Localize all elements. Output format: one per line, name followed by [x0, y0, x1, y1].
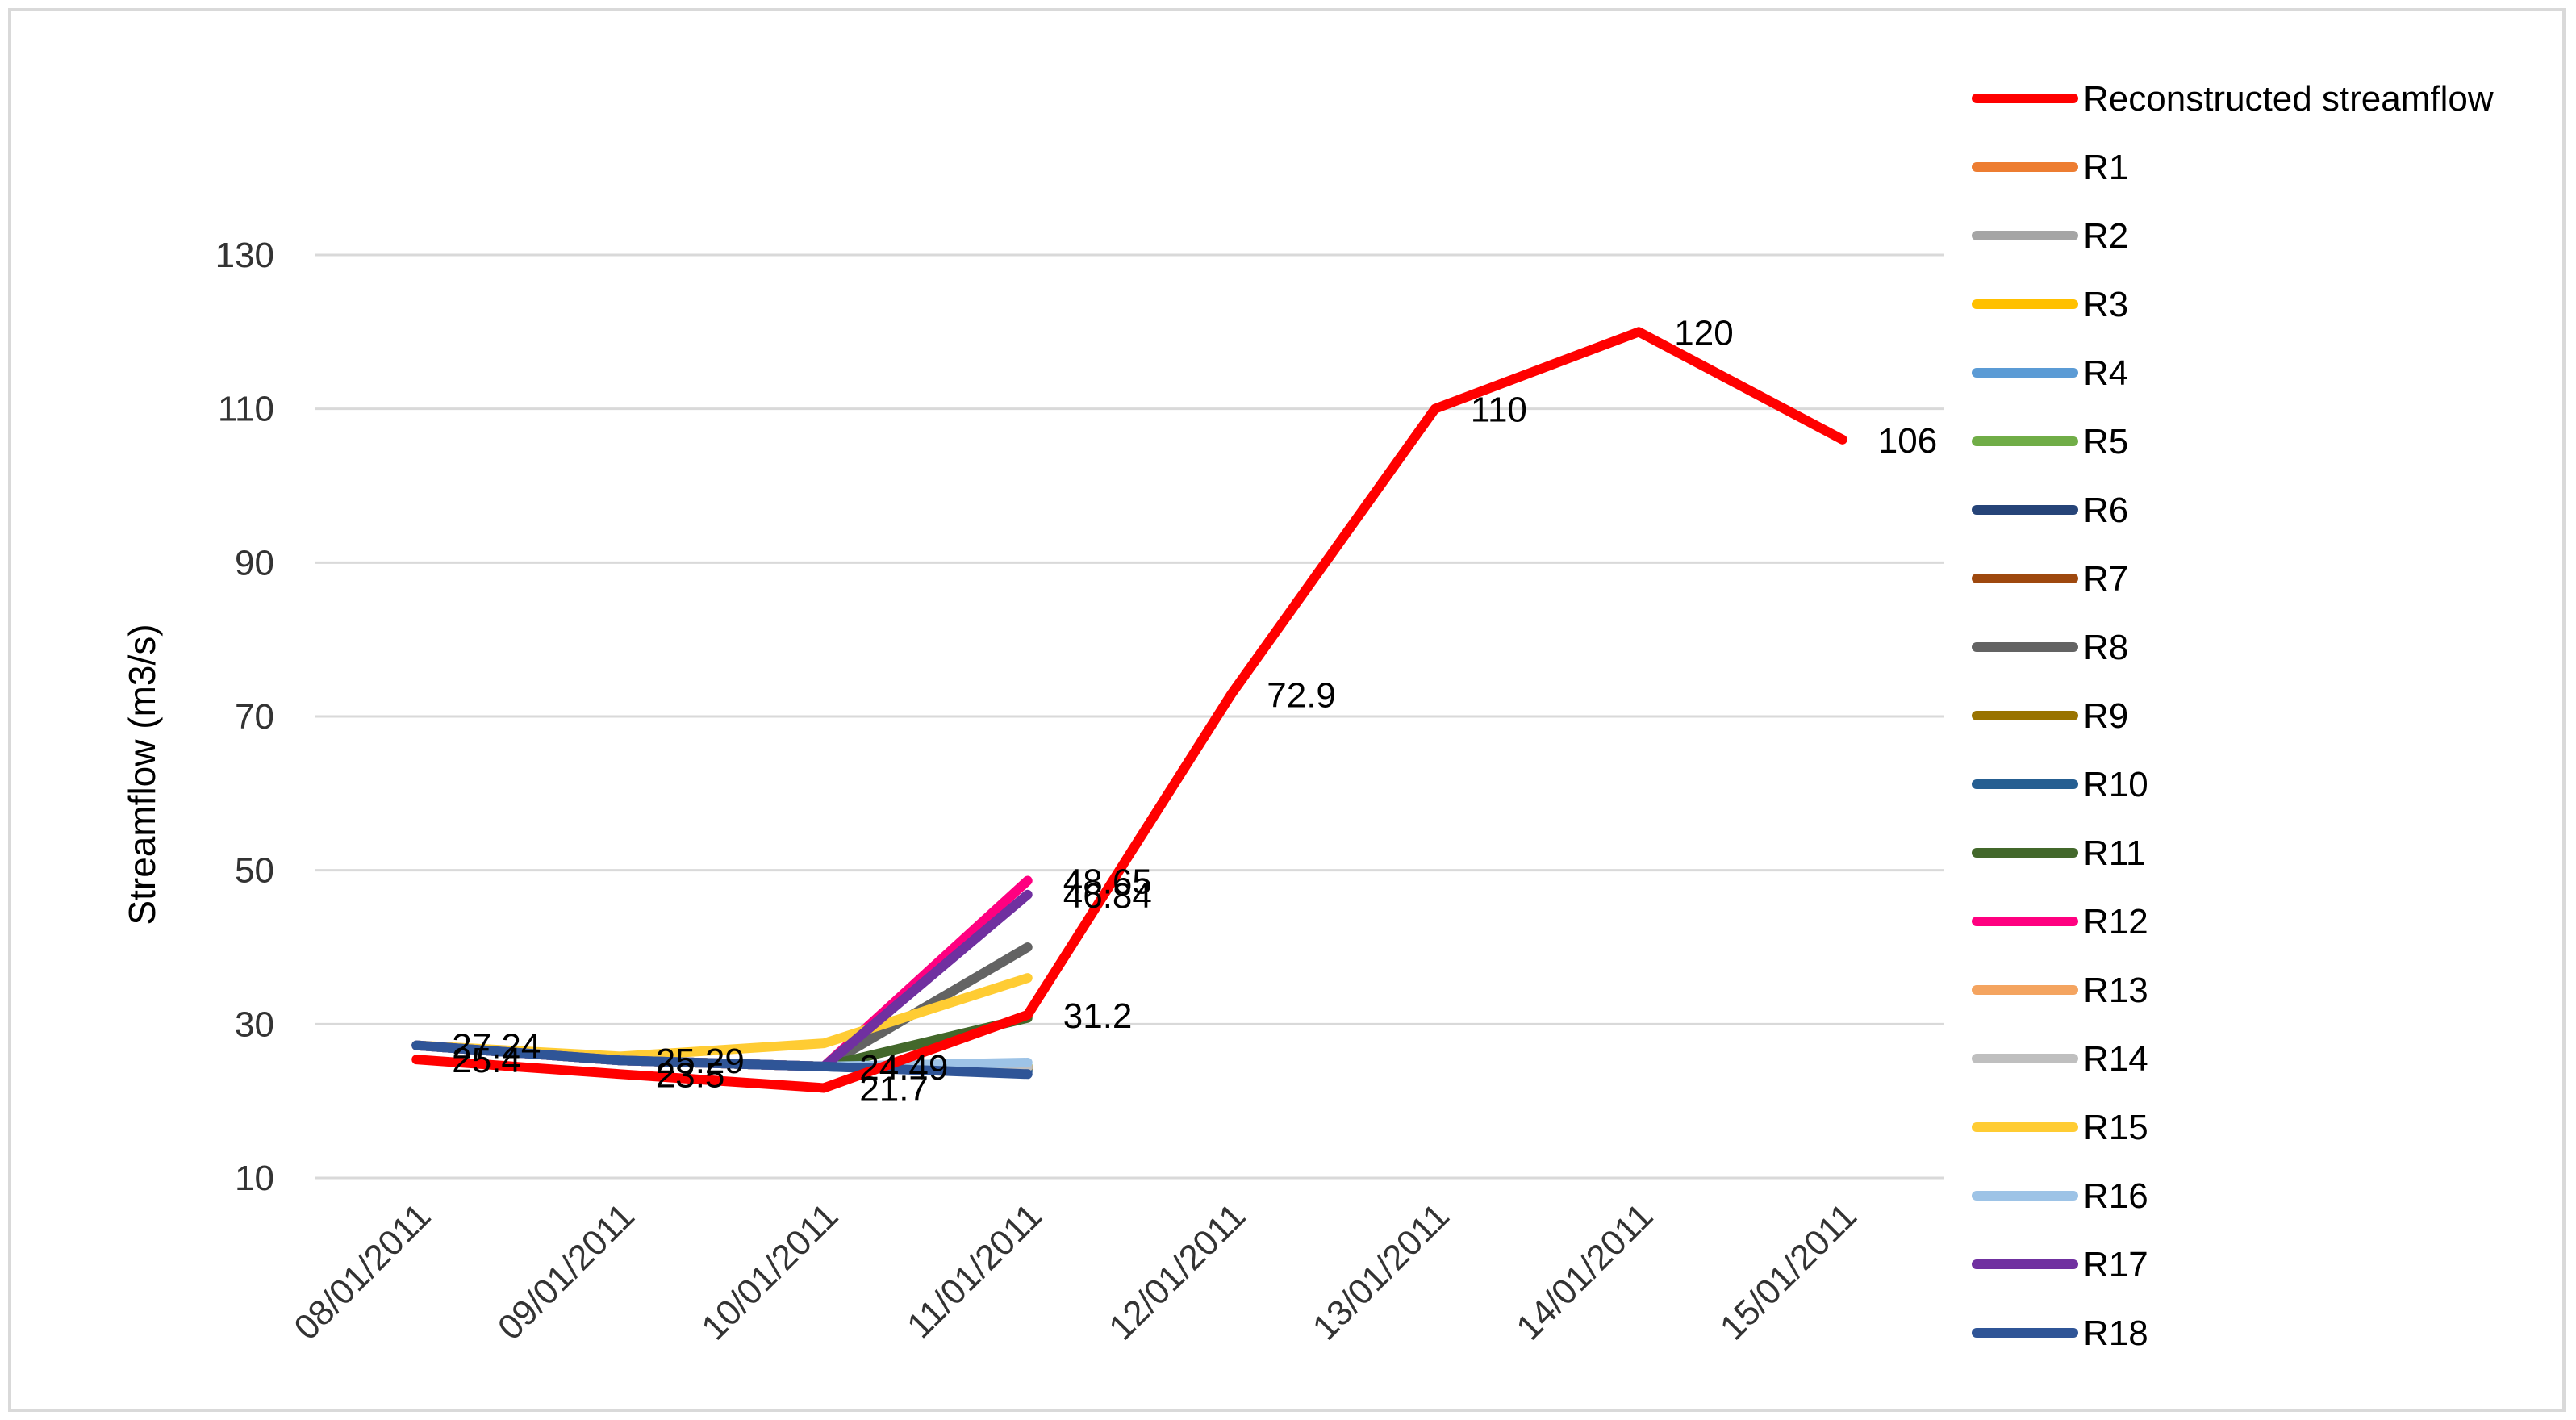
legend-entry: R14: [2083, 1039, 2148, 1079]
x-tick-label: 10/01/2011: [694, 1196, 845, 1347]
y-tick-label: 50: [235, 851, 274, 891]
data-label: 24.49: [859, 1048, 948, 1088]
legend-entry: R1: [2083, 148, 2128, 187]
legend-entry: R5: [2083, 422, 2128, 461]
legend-entry: R11: [2083, 833, 2145, 873]
legend-entry: R13: [2083, 971, 2148, 1010]
data-label: 106: [1878, 421, 1937, 461]
legend-entry: R2: [2083, 216, 2128, 256]
legend-entry: Reconstructed streamflow: [2083, 79, 2494, 119]
y-tick-label: 130: [215, 236, 274, 275]
legend-entry: R9: [2083, 696, 2128, 736]
y-tick-label: 110: [218, 390, 274, 429]
y-tick-label: 30: [235, 1004, 274, 1044]
data-label: 25.29: [656, 1042, 745, 1081]
legend-entry: R17: [2083, 1245, 2148, 1284]
data-label: 46.84: [1063, 876, 1152, 916]
x-tick-label: 13/01/2011: [1305, 1196, 1457, 1347]
data-label: 21.7: [859, 1069, 929, 1109]
x-tick-label: 12/01/2011: [1101, 1196, 1253, 1347]
legend-entry: R16: [2083, 1176, 2148, 1216]
legend-entry: R18: [2083, 1314, 2148, 1353]
x-tick-label: 15/01/2011: [1713, 1196, 1864, 1347]
data-label: 31.2: [1063, 996, 1133, 1036]
series-lines: [411, 327, 1847, 1093]
legend-entry: R8: [2083, 628, 2128, 667]
x-tick-label: 09/01/2011: [491, 1196, 642, 1347]
legend-entry: R10: [2083, 765, 2148, 804]
data-label: 25.4: [452, 1041, 521, 1080]
gridlines: [315, 253, 1944, 1180]
y-axis: 10 30 50 70 90 110 130: [215, 236, 274, 1198]
legend-entry: R7: [2083, 559, 2128, 599]
data-label: 120: [1674, 313, 1733, 353]
legend: Reconstructed streamflow R1 R2 R3 R4 R5 R6 R7 R8…: [1972, 79, 2494, 1353]
x-tick-label: 11/01/2011: [900, 1196, 1050, 1346]
x-tick-label: 08/01/2011: [286, 1196, 438, 1347]
series-line-r18: [411, 1040, 1033, 1080]
series-line-reconstructed-streamflow: [411, 327, 1847, 1093]
legend-entry: R6: [2083, 491, 2128, 530]
data-label: 72.9: [1267, 675, 1336, 715]
y-tick-label: 90: [235, 543, 274, 583]
data-label: 27.24: [452, 1027, 541, 1067]
legend-entry: R3: [2083, 285, 2128, 324]
x-axis: 08/01/2011 09/01/2011 10/01/2011 11/01/2011…: [286, 1196, 1864, 1347]
legend-entry: R15: [2083, 1108, 2148, 1147]
y-axis-title: Streamflow (m3/s): [121, 624, 163, 925]
data-label: 110: [1471, 390, 1527, 430]
y-tick-label: 10: [235, 1159, 274, 1198]
legend-entry: R12: [2083, 902, 2148, 942]
y-tick-label: 70: [235, 697, 274, 737]
x-tick-label: 14/01/2011: [1509, 1196, 1660, 1347]
legend-entry: R4: [2083, 353, 2128, 393]
data-label: 48.65: [1063, 862, 1152, 902]
data-label: 23.5: [656, 1055, 725, 1095]
